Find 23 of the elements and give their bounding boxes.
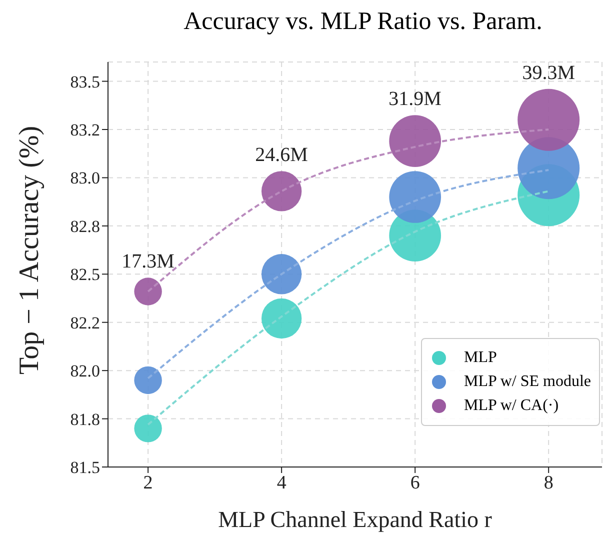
y-tick-label: 82.5 [70, 265, 100, 284]
x-tick-label: 4 [276, 472, 287, 494]
legend-label: MLP [464, 349, 497, 367]
chart-title: Accuracy vs. MLP Ratio vs. Param. [182, 8, 544, 37]
y-tick-label: 81.5 [70, 458, 100, 478]
y-tick-label: 82.2 [70, 313, 100, 332]
y-tick-label: 83.0 [70, 168, 100, 188]
x-tick-label: 2 [143, 472, 153, 494]
annotation: 39.3M [522, 62, 576, 84]
y-tick-label: 82.0 [70, 362, 100, 381]
x-tick-label: 6 [410, 472, 420, 494]
y-tick-label: 83.2 [70, 120, 100, 140]
annotation: 31.9M [388, 88, 442, 110]
x-axis-title: MLP Channel Expand Ratio r [218, 507, 492, 532]
y-tick-label: 81.8 [70, 410, 100, 429]
y-tick-label: 83.5 [70, 72, 100, 92]
y-tick-label: 82.8 [70, 216, 100, 236]
legend-label: MLP w/ SE module [464, 373, 591, 391]
annotation: 24.6M [255, 144, 308, 166]
y-axis-title: Top − 1 Accuracy (%) [14, 126, 45, 374]
annotation: 17.3M [122, 250, 175, 273]
legend-label: MLP w/ CA(·) [464, 397, 559, 415]
x-tick-label: 8 [544, 472, 554, 494]
